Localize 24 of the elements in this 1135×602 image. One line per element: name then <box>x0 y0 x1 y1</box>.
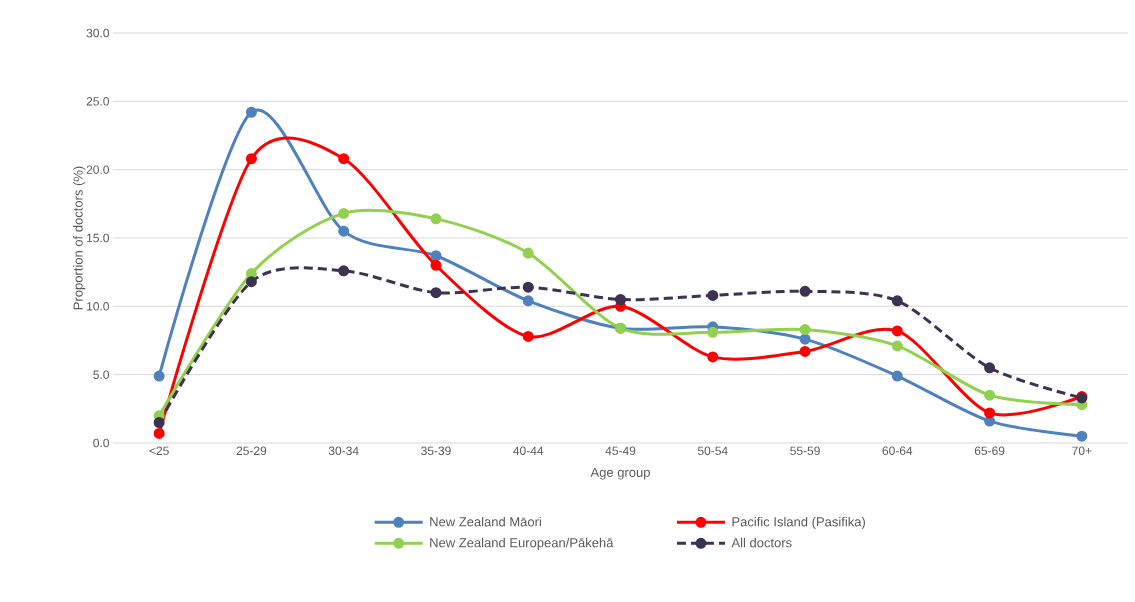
x-tick-label: 70+ <box>1072 446 1092 456</box>
x-tick-label: 25-29 <box>236 446 267 456</box>
x-tick-label: 40-44 <box>513 446 544 456</box>
x-tick-label: 55-59 <box>790 446 820 456</box>
x-tick-label: 60-64 <box>882 446 913 456</box>
y-axis-title: Proportion of doctors (%) <box>73 166 86 310</box>
y-tick-label: 20.0 <box>86 165 110 174</box>
y-tick-label: 15.0 <box>87 233 110 243</box>
legend-label: New Zealand European/Pākehā <box>430 537 614 550</box>
y-tick-label: 10.0 <box>87 302 110 311</box>
legend-label: All doctors <box>731 537 792 548</box>
x-tick-label: 45-49 <box>605 446 636 456</box>
legend-label: Pacific Island (Pasifika) <box>732 516 865 529</box>
x-tick-label: 30-34 <box>328 446 359 456</box>
y-tick-label: 5.0 <box>93 370 110 379</box>
x-tick-label: 50-54 <box>697 446 728 456</box>
x-axis-title: Age group <box>590 467 650 480</box>
y-tick-label: 25.0 <box>86 97 110 106</box>
y-tick-label: 0.0 <box>93 438 110 448</box>
x-tick-label: 35-39 <box>421 446 451 456</box>
x-tick-label: 65-69 <box>974 446 1005 456</box>
y-tick-label: 30.0 <box>86 28 110 38</box>
legend-label: New Zealand Māori <box>430 516 541 527</box>
x-tick-label: <25 <box>149 446 169 456</box>
